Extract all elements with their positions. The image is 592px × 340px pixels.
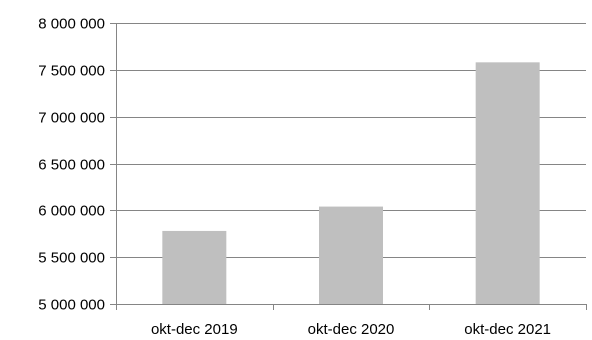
y-tick-label: 6 000 000: [38, 203, 105, 220]
axes: [110, 23, 587, 310]
y-tick-label: 7 000 000: [38, 110, 105, 127]
bar: [162, 230, 227, 304]
x-tick-label: okt-dec 2020: [308, 321, 395, 338]
x-tick-labels: okt-dec 2019 okt-dec 2020 okt-dec 2021: [151, 321, 551, 338]
y-tick-label: 6 500 000: [38, 157, 105, 174]
y-tick-labels: 5 000 000 5 500 000 6 000 000 6 500 000 7 00…: [38, 16, 105, 314]
x-tick-label: okt-dec 2019: [151, 321, 238, 338]
bar: [319, 206, 383, 304]
bars: [162, 62, 540, 305]
y-tick-label: 5 000 000: [38, 297, 105, 314]
x-tick-label: okt-dec 2021: [464, 321, 551, 338]
y-tick-label: 8 000 000: [38, 16, 105, 33]
y-tick-label: 7 500 000: [38, 63, 105, 80]
bar: [475, 62, 540, 305]
y-tick-label: 5 500 000: [38, 250, 105, 267]
